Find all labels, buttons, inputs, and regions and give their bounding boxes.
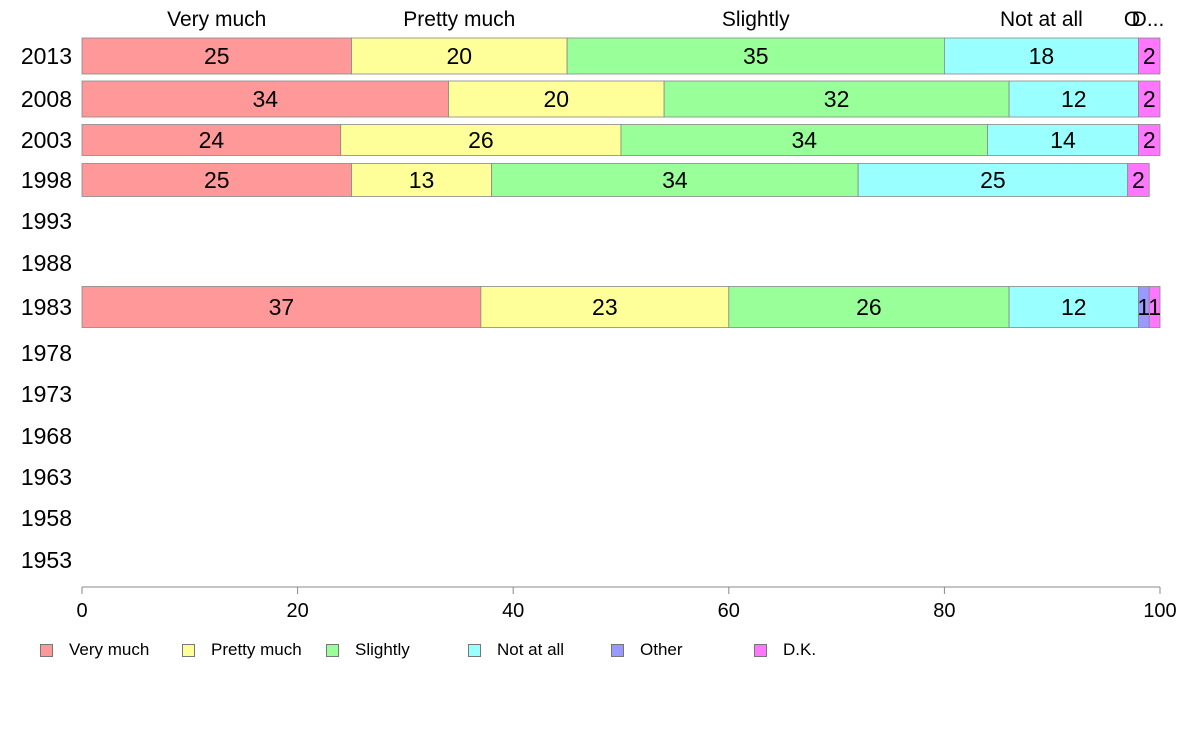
y-tick-label-2013: 2013 [21,43,72,69]
legend-item-d-k-: D.K. [754,640,816,660]
chart-legend: Very much Pretty much Slightly Not at all Ot… [40,640,1140,662]
bar-1983-not-at-all [1008,286,1139,328]
data-label-1998-d-k-: 2 [1132,167,1145,193]
bar-1983-very-much [81,286,482,328]
x-tick-label-0: 0 [76,600,87,622]
y-tick-label-1998: 1998 [21,167,72,193]
legend-label: Slightly [355,640,410,659]
data-label-2008-not-at-all: 12 [1061,86,1087,112]
y-tick-label-2003: 2003 [21,127,72,153]
bar-2008-very-much [81,80,449,118]
bar-1998-d-k- [1127,163,1150,197]
bar-1998-pretty-much [351,163,493,197]
data-label-2013-d-k-: 2 [1143,43,1156,69]
top-label-pretty-much: Pretty much [403,8,515,31]
data-label-1983-pretty-much: 23 [592,294,618,320]
legend-item-very-much: Very much [40,640,149,660]
data-label-1998-not-at-all: 25 [980,167,1006,193]
y-tick-label-1983: 1983 [21,294,72,320]
legend-swatch [182,643,195,657]
bar-1998-slightly [491,163,859,197]
data-label-2013-slightly: 35 [743,43,769,69]
data-label-1998-slightly: 34 [662,167,688,193]
y-tick-label-1993: 1993 [21,208,72,234]
data-label-2008-pretty-much: 20 [544,86,570,112]
x-tick-label-100: 100 [1143,600,1176,622]
bar-2013-pretty-much [351,37,568,75]
bar-2003-very-much [81,124,342,156]
x-tick-label-60: 60 [718,600,740,622]
legend-swatch [40,643,53,657]
y-tick-label-1978: 1978 [21,340,72,366]
bar-2013-slightly [566,37,945,75]
bar-2013-not-at-all [944,37,1139,75]
data-label-2008-d-k-: 2 [1143,86,1156,112]
bar-1983-pretty-much [480,286,730,328]
bar-2013-very-much [81,37,352,75]
legend-label: Not at all [497,640,565,659]
data-label-2008-slightly: 32 [824,86,850,112]
top-label-other: O [1124,8,1140,31]
data-label-2003-pretty-much: 26 [468,127,494,153]
data-label-1983-slightly: 26 [856,294,882,320]
data-label-2013-pretty-much: 20 [447,43,473,69]
y-tick-label-1958: 1958 [21,505,72,531]
top-label-d-k-: D... [1132,8,1165,31]
bar-2008-slightly [663,80,1010,118]
legend-item-other: Other [611,640,683,660]
data-label-1998-pretty-much: 13 [409,167,435,193]
bar-2008-d-k- [1138,80,1161,118]
top-label-slightly: Slightly [722,8,790,31]
y-tick-label-1973: 1973 [21,381,72,407]
data-label-2003-d-k-: 2 [1143,127,1156,153]
y-tick-label-1953: 1953 [21,547,72,573]
data-label-2003-not-at-all: 14 [1050,127,1076,153]
x-tick-label-40: 40 [502,600,524,622]
legend-swatch [326,643,339,657]
data-label-1983-very-much: 37 [269,294,295,320]
top-label-not-at-all: Not at all [1000,8,1083,31]
bar-2008-pretty-much [448,80,665,118]
legend-item-slightly: Slightly [326,640,410,660]
legend-label: D.K. [783,640,817,659]
x-tick-label-20: 20 [286,600,308,622]
bar-1998-not-at-all [857,163,1129,197]
bar-2008-not-at-all [1008,80,1139,118]
bar-2003-not-at-all [987,124,1139,156]
data-label-1998-very-much: 25 [204,167,230,193]
bar-2003-slightly [620,124,988,156]
data-label-2003-very-much: 24 [199,127,225,153]
bar-2003-pretty-much [340,124,622,156]
data-label-2013-not-at-all: 18 [1029,43,1055,69]
data-label-1983-d-k-: 1 [1148,294,1161,320]
legend-swatch [468,643,481,657]
legend-swatch [611,643,624,657]
legend-swatch [754,643,767,657]
y-tick-label-1968: 1968 [21,423,72,449]
data-label-2013-very-much: 25 [204,43,230,69]
bar-2013-d-k- [1138,37,1161,75]
x-tick-label-80: 80 [933,600,955,622]
data-label-2008-very-much: 34 [252,86,278,112]
legend-label: Very much [69,640,150,659]
bar-2003-d-k- [1138,124,1161,156]
y-tick-label-2008: 2008 [21,86,72,112]
data-label-1983-other: 1 [1137,294,1150,320]
top-label-very-much: Very much [167,8,266,31]
legend-item-pretty-much: Pretty much [182,640,302,660]
y-tick-label-1988: 1988 [21,250,72,276]
legend-label: Pretty much [211,640,302,659]
legend-item-not-at-all: Not at all [468,640,564,660]
legend-label: Other [640,640,683,659]
data-label-2003-slightly: 34 [791,127,817,153]
y-tick-label-1963: 1963 [21,464,72,490]
bar-1998-very-much [81,163,352,197]
bar-1983-d-k- [1148,286,1161,328]
data-label-1983-not-at-all: 12 [1061,294,1087,320]
